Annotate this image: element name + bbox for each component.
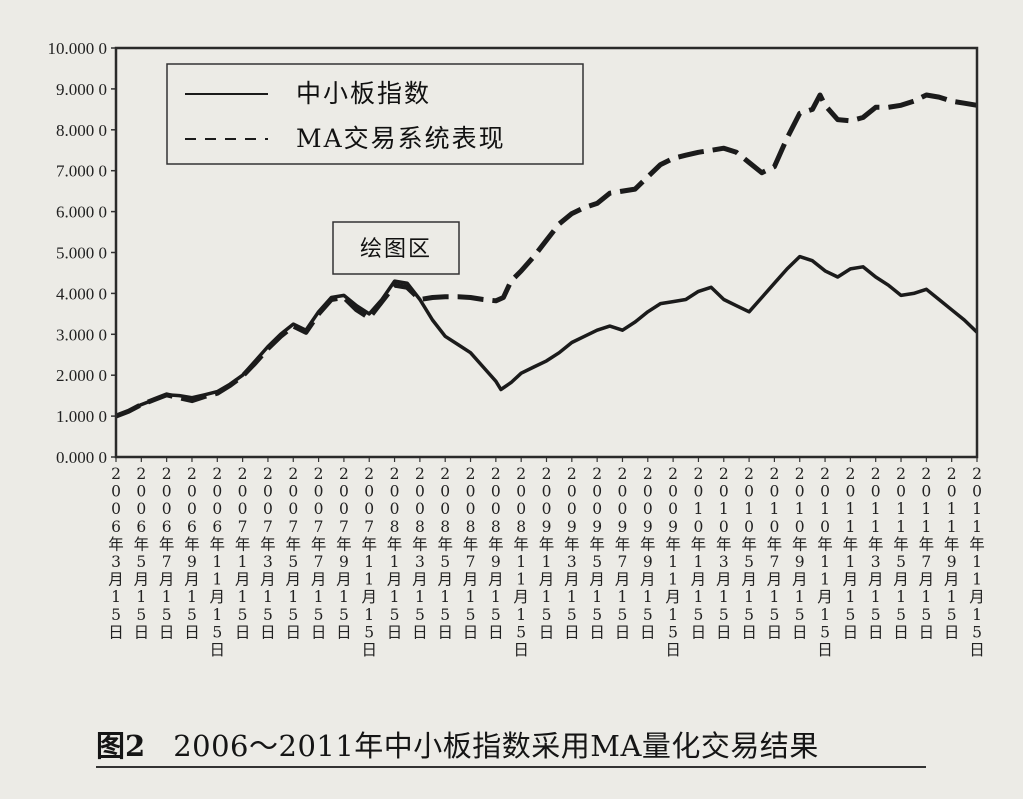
series-line-index	[115, 254, 979, 418]
y-tick-label: 3.000 0	[56, 325, 107, 344]
figure-title: 2006～2011年中小板指数采用MA量化交易结果	[173, 729, 819, 763]
figure-number: 图2	[96, 729, 146, 763]
figure-caption: 图2 2006～2011年中小板指数采用MA量化交易结果	[96, 722, 926, 768]
annotation-label: 绘图区	[360, 237, 432, 262]
y-tick-label: 6.000 0	[56, 203, 107, 222]
y-tick-label: 10.000 0	[48, 39, 108, 58]
plot-frame	[114, 46, 979, 459]
line-chart: 0.000 0 1.000 0 2.000 0 3.000 0 4.000 0 5.000…	[48, 39, 985, 659]
legend-label-ma-system: MA交易系统表现	[296, 124, 506, 153]
legend: 中小板指数 MA交易系统表现	[166, 63, 584, 165]
y-tick-label: 2.000 0	[56, 366, 107, 385]
y-tick-label: 9.000 0	[56, 80, 107, 99]
annotation: 绘图区	[332, 221, 460, 275]
y-tick-label: 5.000 0	[56, 244, 107, 263]
y-tick-label: 8.000 0	[56, 121, 107, 140]
y-tick-label: 1.000 0	[56, 407, 107, 426]
y-tick-label: 7.000 0	[56, 162, 107, 181]
series-line-ma-system	[115, 92, 978, 419]
x-axis: 2 0 0 6 年 3 月 1 5 日 2 0 0 6 年 5 月 1 5 日 2 0 0 6 年 7 月 1 5 日 2 0 0 6 年 9 月 1 5 日…	[108, 457, 985, 659]
series-layer	[115, 92, 979, 419]
y-tick-label: 0.000 0	[56, 448, 107, 467]
legend-label-index: 中小板指数	[296, 79, 431, 108]
y-tick-label: 4.000 0	[56, 284, 107, 303]
legend-box	[166, 63, 584, 165]
annotation-box	[332, 221, 460, 275]
plot-border	[114, 46, 979, 459]
y-axis: 0.000 0 1.000 0 2.000 0 3.000 0 4.000 0 5.000…	[48, 39, 116, 467]
